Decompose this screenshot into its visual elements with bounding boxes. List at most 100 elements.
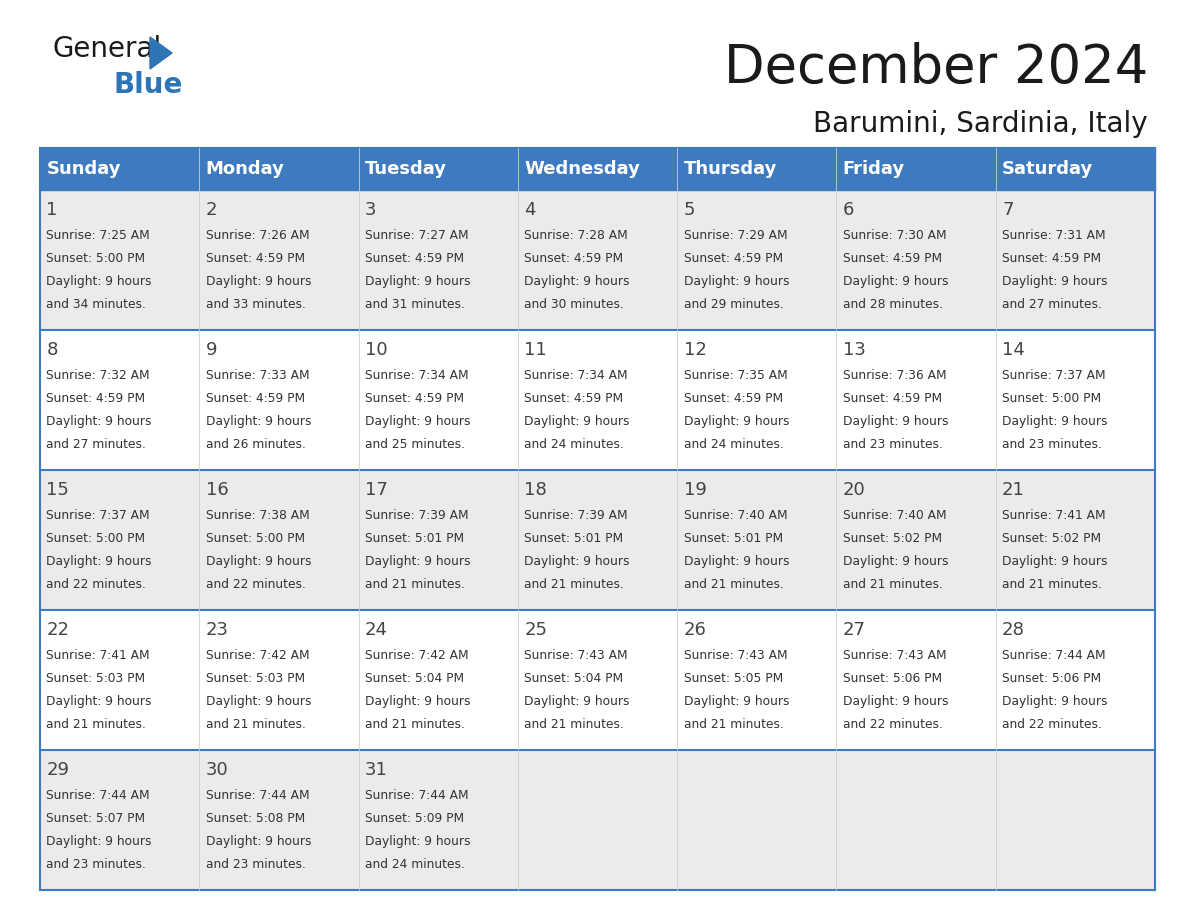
Text: Daylight: 9 hours: Daylight: 9 hours	[842, 415, 948, 428]
Text: Daylight: 9 hours: Daylight: 9 hours	[206, 835, 311, 848]
Text: Daylight: 9 hours: Daylight: 9 hours	[524, 415, 630, 428]
Text: 11: 11	[524, 341, 546, 359]
Text: 29: 29	[46, 761, 69, 779]
Text: and 25 minutes.: and 25 minutes.	[365, 438, 465, 452]
Text: Daylight: 9 hours: Daylight: 9 hours	[1003, 275, 1107, 288]
Text: Sunrise: 7:40 AM: Sunrise: 7:40 AM	[842, 509, 947, 522]
Text: and 21 minutes.: and 21 minutes.	[206, 718, 305, 732]
Text: and 23 minutes.: and 23 minutes.	[842, 438, 942, 452]
Text: Daylight: 9 hours: Daylight: 9 hours	[46, 695, 152, 708]
Text: Sunset: 5:01 PM: Sunset: 5:01 PM	[683, 532, 783, 545]
Text: 13: 13	[842, 341, 866, 359]
Text: and 26 minutes.: and 26 minutes.	[206, 438, 305, 452]
Text: Sunset: 4:59 PM: Sunset: 4:59 PM	[365, 392, 465, 405]
Text: Sunset: 4:59 PM: Sunset: 4:59 PM	[46, 392, 145, 405]
Text: 27: 27	[842, 621, 866, 639]
Text: 14: 14	[1003, 341, 1025, 359]
Text: 7: 7	[1003, 201, 1013, 219]
Text: 28: 28	[1003, 621, 1025, 639]
Text: and 27 minutes.: and 27 minutes.	[1003, 298, 1102, 311]
Polygon shape	[150, 37, 172, 69]
Text: 5: 5	[683, 201, 695, 219]
Text: 6: 6	[842, 201, 854, 219]
Text: 18: 18	[524, 481, 546, 499]
Text: Sunset: 4:59 PM: Sunset: 4:59 PM	[206, 252, 305, 265]
Text: Sunset: 5:05 PM: Sunset: 5:05 PM	[683, 672, 783, 685]
Text: and 22 minutes.: and 22 minutes.	[46, 578, 146, 591]
Text: 23: 23	[206, 621, 228, 639]
Text: Sunset: 5:01 PM: Sunset: 5:01 PM	[365, 532, 465, 545]
Text: 1: 1	[46, 201, 58, 219]
Text: Wednesday: Wednesday	[524, 160, 640, 178]
Text: 15: 15	[46, 481, 69, 499]
Bar	[40, 750, 1155, 890]
Text: Sunset: 4:59 PM: Sunset: 4:59 PM	[524, 252, 624, 265]
Text: Sunset: 4:59 PM: Sunset: 4:59 PM	[524, 392, 624, 405]
Text: 31: 31	[365, 761, 387, 779]
Text: Sunrise: 7:35 AM: Sunrise: 7:35 AM	[683, 369, 788, 382]
Text: Daylight: 9 hours: Daylight: 9 hours	[1003, 695, 1107, 708]
Text: Daylight: 9 hours: Daylight: 9 hours	[46, 555, 152, 568]
Text: Daylight: 9 hours: Daylight: 9 hours	[365, 555, 470, 568]
Text: Sunrise: 7:44 AM: Sunrise: 7:44 AM	[46, 789, 150, 802]
Text: and 31 minutes.: and 31 minutes.	[365, 298, 465, 311]
Text: 2: 2	[206, 201, 217, 219]
Text: Daylight: 9 hours: Daylight: 9 hours	[842, 695, 948, 708]
Text: Sunrise: 7:42 AM: Sunrise: 7:42 AM	[365, 649, 468, 662]
Text: Daylight: 9 hours: Daylight: 9 hours	[365, 835, 470, 848]
Text: Daylight: 9 hours: Daylight: 9 hours	[206, 415, 311, 428]
Text: and 23 minutes.: and 23 minutes.	[206, 858, 305, 871]
Text: Sunrise: 7:41 AM: Sunrise: 7:41 AM	[1003, 509, 1106, 522]
Text: Sunrise: 7:31 AM: Sunrise: 7:31 AM	[1003, 229, 1106, 242]
Text: Sunset: 4:59 PM: Sunset: 4:59 PM	[683, 392, 783, 405]
Text: and 23 minutes.: and 23 minutes.	[46, 858, 146, 871]
Text: 10: 10	[365, 341, 387, 359]
Text: Sunrise: 7:44 AM: Sunrise: 7:44 AM	[206, 789, 309, 802]
Text: Sunrise: 7:43 AM: Sunrise: 7:43 AM	[683, 649, 788, 662]
Text: Sunset: 5:01 PM: Sunset: 5:01 PM	[524, 532, 624, 545]
Text: Sunrise: 7:43 AM: Sunrise: 7:43 AM	[842, 649, 947, 662]
Text: Sunrise: 7:41 AM: Sunrise: 7:41 AM	[46, 649, 150, 662]
Text: Daylight: 9 hours: Daylight: 9 hours	[683, 275, 789, 288]
Text: Sunset: 5:00 PM: Sunset: 5:00 PM	[1003, 392, 1101, 405]
Text: Barumini, Sardinia, Italy: Barumini, Sardinia, Italy	[814, 110, 1148, 138]
Text: Friday: Friday	[842, 160, 905, 178]
Text: Daylight: 9 hours: Daylight: 9 hours	[46, 415, 152, 428]
Text: 19: 19	[683, 481, 707, 499]
Text: Daylight: 9 hours: Daylight: 9 hours	[206, 695, 311, 708]
Text: and 21 minutes.: and 21 minutes.	[842, 578, 942, 591]
Text: 24: 24	[365, 621, 388, 639]
Text: and 21 minutes.: and 21 minutes.	[524, 718, 624, 732]
Text: Daylight: 9 hours: Daylight: 9 hours	[46, 275, 152, 288]
Text: Sunrise: 7:44 AM: Sunrise: 7:44 AM	[365, 789, 468, 802]
Text: Sunrise: 7:30 AM: Sunrise: 7:30 AM	[842, 229, 947, 242]
Text: Daylight: 9 hours: Daylight: 9 hours	[842, 555, 948, 568]
Text: Daylight: 9 hours: Daylight: 9 hours	[683, 555, 789, 568]
Text: Sunrise: 7:25 AM: Sunrise: 7:25 AM	[46, 229, 150, 242]
Text: Sunrise: 7:27 AM: Sunrise: 7:27 AM	[365, 229, 468, 242]
Text: 12: 12	[683, 341, 707, 359]
Text: and 21 minutes.: and 21 minutes.	[683, 578, 783, 591]
Text: Blue: Blue	[114, 71, 183, 99]
Text: and 21 minutes.: and 21 minutes.	[46, 718, 146, 732]
Text: and 23 minutes.: and 23 minutes.	[1003, 438, 1102, 452]
Text: Sunset: 5:00 PM: Sunset: 5:00 PM	[46, 532, 145, 545]
Text: and 24 minutes.: and 24 minutes.	[524, 438, 624, 452]
Text: 4: 4	[524, 201, 536, 219]
Text: and 22 minutes.: and 22 minutes.	[842, 718, 942, 732]
Text: Saturday: Saturday	[1003, 160, 1093, 178]
Text: and 24 minutes.: and 24 minutes.	[683, 438, 783, 452]
Text: Sunset: 5:07 PM: Sunset: 5:07 PM	[46, 812, 145, 825]
Text: Sunset: 4:59 PM: Sunset: 4:59 PM	[365, 252, 465, 265]
Text: Thursday: Thursday	[683, 160, 777, 178]
Text: 16: 16	[206, 481, 228, 499]
Text: Sunset: 4:59 PM: Sunset: 4:59 PM	[683, 252, 783, 265]
Text: Sunset: 4:59 PM: Sunset: 4:59 PM	[842, 252, 942, 265]
Text: Daylight: 9 hours: Daylight: 9 hours	[1003, 415, 1107, 428]
Bar	[40, 190, 1155, 330]
Text: Sunrise: 7:26 AM: Sunrise: 7:26 AM	[206, 229, 309, 242]
Text: Daylight: 9 hours: Daylight: 9 hours	[524, 555, 630, 568]
Text: Daylight: 9 hours: Daylight: 9 hours	[683, 695, 789, 708]
Text: Sunset: 4:59 PM: Sunset: 4:59 PM	[842, 392, 942, 405]
Text: Sunset: 5:06 PM: Sunset: 5:06 PM	[842, 672, 942, 685]
